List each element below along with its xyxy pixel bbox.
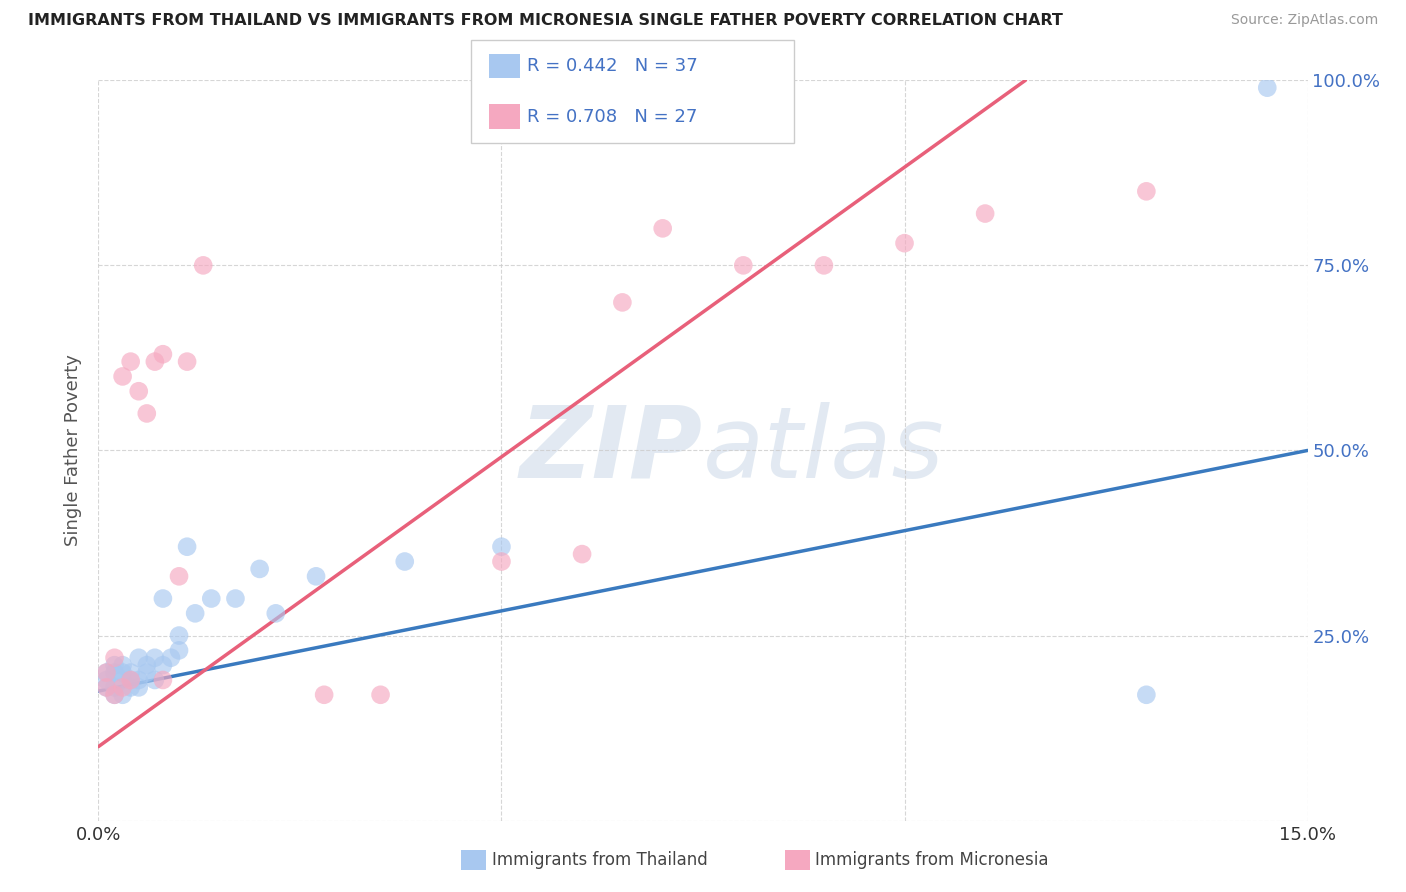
- Point: [167, 628, 190, 642]
- Point: [160, 650, 183, 665]
- Point: [103, 658, 125, 673]
- Point: [135, 658, 157, 673]
- Point: [1256, 80, 1278, 95]
- Text: R = 0.442   N = 37: R = 0.442 N = 37: [527, 57, 697, 75]
- Point: [120, 673, 142, 687]
- Text: ZIP: ZIP: [520, 402, 703, 499]
- Point: [103, 688, 125, 702]
- Point: [314, 688, 336, 702]
- Point: [249, 562, 271, 576]
- Point: [128, 681, 150, 695]
- Point: [612, 295, 634, 310]
- Point: [143, 650, 166, 665]
- Point: [651, 221, 673, 235]
- Point: [813, 259, 835, 273]
- Point: [96, 681, 118, 695]
- Point: [120, 673, 142, 687]
- Point: [143, 354, 166, 368]
- Point: [167, 643, 190, 657]
- Text: Immigrants from Micronesia: Immigrants from Micronesia: [815, 851, 1049, 869]
- Point: [167, 569, 190, 583]
- Point: [394, 555, 416, 569]
- Point: [128, 384, 150, 399]
- Point: [103, 681, 125, 695]
- Text: IMMIGRANTS FROM THAILAND VS IMMIGRANTS FROM MICRONESIA SINGLE FATHER POVERTY COR: IMMIGRANTS FROM THAILAND VS IMMIGRANTS F…: [28, 13, 1063, 29]
- Point: [152, 673, 174, 687]
- Point: [491, 555, 513, 569]
- Point: [193, 259, 215, 273]
- Point: [152, 591, 174, 606]
- Point: [135, 407, 157, 421]
- Point: [96, 673, 118, 687]
- Point: [1135, 688, 1157, 702]
- Point: [111, 688, 134, 702]
- Point: [1135, 184, 1157, 198]
- Point: [96, 681, 118, 695]
- Point: [111, 369, 134, 384]
- Point: [111, 665, 134, 680]
- Point: [152, 658, 174, 673]
- Point: [305, 569, 328, 583]
- Point: [111, 681, 134, 695]
- Point: [120, 665, 142, 680]
- Point: [224, 591, 246, 606]
- Y-axis label: Single Father Poverty: Single Father Poverty: [65, 354, 83, 547]
- Point: [111, 673, 134, 687]
- Point: [974, 206, 997, 220]
- Point: [96, 665, 118, 680]
- Point: [893, 236, 915, 251]
- Point: [370, 688, 392, 702]
- Point: [103, 650, 125, 665]
- Point: [111, 658, 134, 673]
- Point: [96, 665, 118, 680]
- Point: [733, 259, 755, 273]
- Text: R = 0.708   N = 27: R = 0.708 N = 27: [527, 108, 697, 126]
- Text: atlas: atlas: [703, 402, 945, 499]
- Point: [152, 347, 174, 361]
- Point: [103, 665, 125, 680]
- Point: [120, 354, 142, 368]
- Point: [103, 688, 125, 702]
- Point: [135, 665, 157, 680]
- Point: [184, 607, 207, 621]
- Point: [264, 607, 287, 621]
- Point: [143, 673, 166, 687]
- Point: [176, 540, 198, 554]
- Point: [128, 673, 150, 687]
- Point: [491, 540, 513, 554]
- Point: [176, 354, 198, 368]
- Text: Immigrants from Thailand: Immigrants from Thailand: [492, 851, 707, 869]
- Point: [120, 681, 142, 695]
- Text: Source: ZipAtlas.com: Source: ZipAtlas.com: [1230, 13, 1378, 28]
- Point: [200, 591, 222, 606]
- Point: [128, 650, 150, 665]
- Point: [571, 547, 593, 561]
